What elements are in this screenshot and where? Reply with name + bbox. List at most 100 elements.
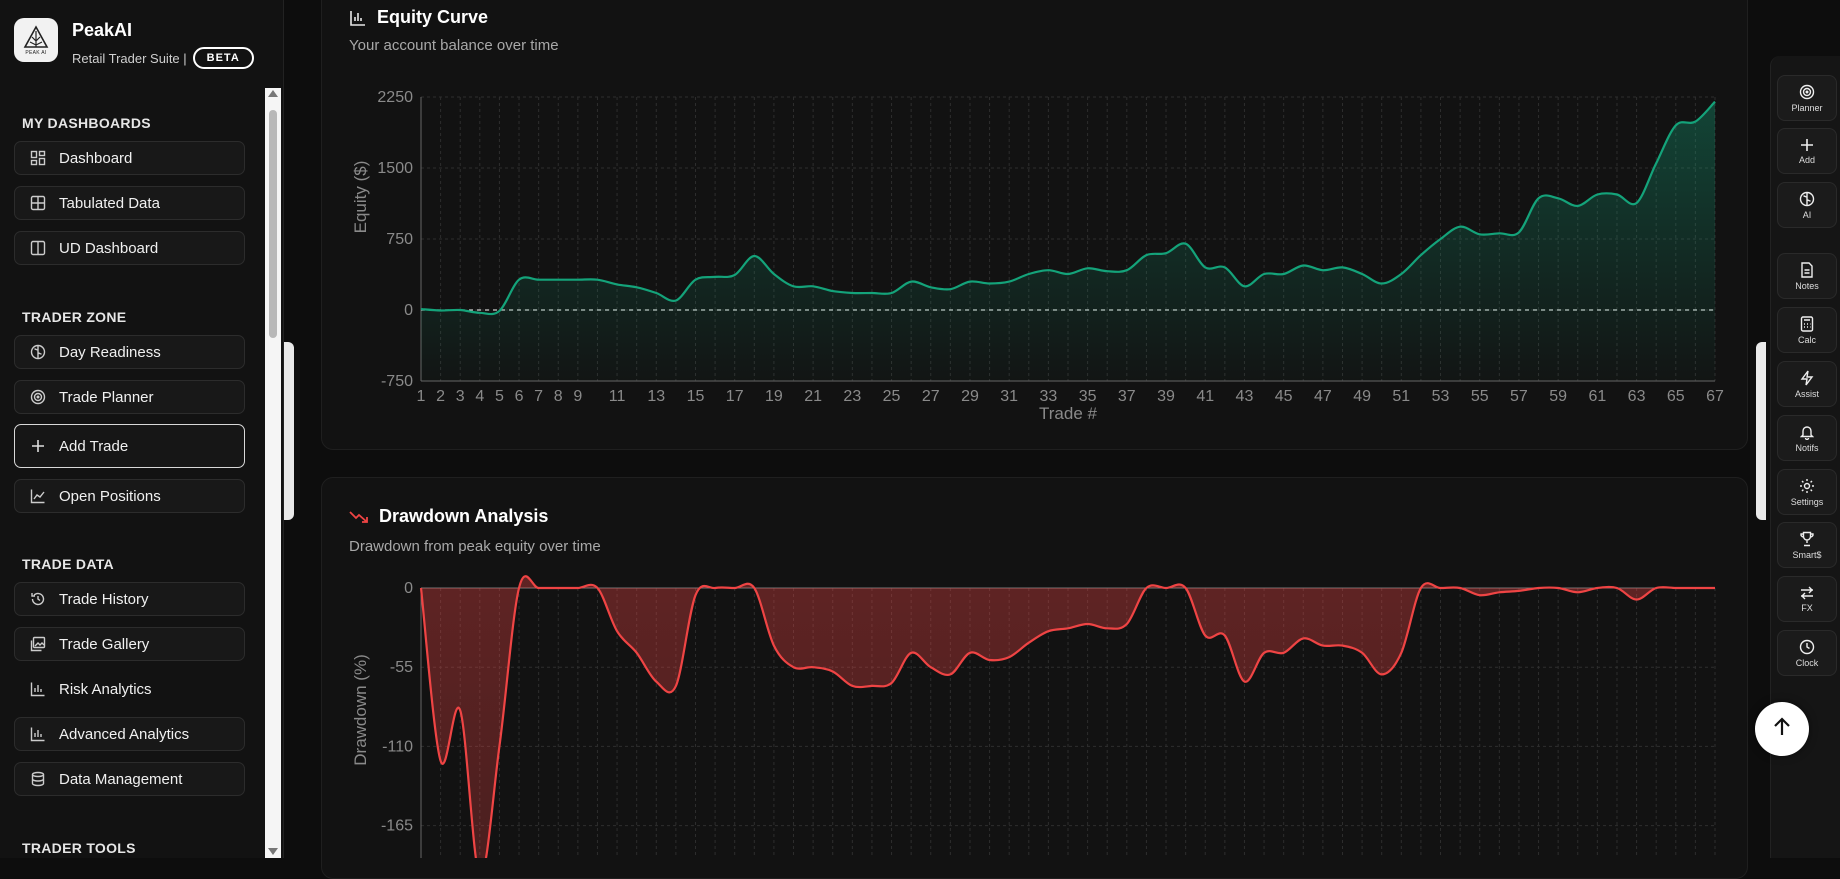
x-tick-label: 8 xyxy=(554,388,563,405)
x-tick-label: 61 xyxy=(1588,388,1606,405)
rail-notes-button[interactable]: Notes xyxy=(1777,253,1837,299)
x-tick-label: 11 xyxy=(609,388,626,405)
x-tick-label: 9 xyxy=(573,388,582,405)
gallery-icon xyxy=(29,635,47,653)
rail-smart-button[interactable]: Smart$ xyxy=(1777,522,1837,568)
logo-text: PEAK AI xyxy=(25,49,47,56)
x-tick-label: 15 xyxy=(687,388,705,405)
plus-icon xyxy=(29,437,47,455)
sidebar-item-label: Advanced Analytics xyxy=(59,725,190,743)
sidebar-item-add-trade[interactable]: Add Trade xyxy=(14,424,245,468)
x-tick-label: 17 xyxy=(726,388,744,405)
y-tick-label: 2250 xyxy=(377,89,413,106)
sidebar-item-trade-history[interactable]: Trade History xyxy=(14,582,245,616)
brand[interactable]: PEAK AI PeakAI Retail Trader Suite | BET… xyxy=(14,18,254,69)
x-tick-label: 19 xyxy=(765,388,783,405)
series-line xyxy=(420,100,1716,316)
rail-notifs-button[interactable]: Notifs xyxy=(1777,415,1837,461)
sidebar-item-dashboard[interactable]: Dashboard xyxy=(14,141,245,175)
x-tick-label: 2 xyxy=(436,388,445,405)
brand-subtitle: Retail Trader Suite | xyxy=(72,50,187,66)
brain-icon xyxy=(1799,191,1815,207)
target-icon xyxy=(1799,84,1815,100)
scroll-down-arrow-icon[interactable] xyxy=(268,848,278,855)
trophy-icon xyxy=(1799,531,1815,547)
sidebar-scroll-thumb[interactable] xyxy=(269,110,277,338)
y-tick-label: 1500 xyxy=(377,160,413,177)
sidebar-item-data-management[interactable]: Data Management xyxy=(14,762,245,796)
sidebar-item-label: UD Dashboard xyxy=(59,239,159,257)
left-resize-handle[interactable] xyxy=(284,342,294,520)
brand-name: PeakAI xyxy=(72,20,133,40)
drawdown-subtitle: Drawdown from peak equity over time xyxy=(349,538,601,555)
y-axis-label: Drawdown (%) xyxy=(351,654,370,765)
rail-calc-button[interactable]: Calc xyxy=(1777,307,1837,353)
rail-clock-button[interactable]: Clock xyxy=(1777,630,1837,676)
section-my-dashboards: MY DASHBOARDS xyxy=(22,115,151,131)
section-trade-data: TRADE DATA xyxy=(22,556,114,572)
bar-chart-icon xyxy=(349,9,367,27)
x-tick-label: 13 xyxy=(647,388,665,405)
sidebar-item-tabulated-data[interactable]: Tabulated Data xyxy=(14,186,245,220)
x-tick-label: 6 xyxy=(515,388,524,405)
rail-assist-button[interactable]: Assist xyxy=(1777,361,1837,407)
x-tick-label: 3 xyxy=(456,388,465,405)
x-tick-label: 37 xyxy=(1118,388,1136,405)
sidebar-item-label: Trade Gallery xyxy=(59,635,150,653)
x-axis-label: Trade # xyxy=(1039,404,1098,423)
lightning-icon xyxy=(1800,370,1814,386)
arrow-up-icon xyxy=(1771,716,1793,743)
x-tick-label: 59 xyxy=(1549,388,1567,405)
y-tick-label: 750 xyxy=(386,231,413,248)
target-icon xyxy=(29,388,47,406)
x-tick-label: 55 xyxy=(1471,388,1489,405)
x-tick-label: 53 xyxy=(1432,388,1450,405)
x-tick-label: 65 xyxy=(1667,388,1685,405)
sidebar-item-trade-planner[interactable]: Trade Planner xyxy=(14,380,245,414)
sidebar-item-day-readiness[interactable]: Day Readiness xyxy=(14,335,245,369)
sidebar-item-open-positions[interactable]: Open Positions xyxy=(14,479,245,513)
sidebar-item-advanced-analytics[interactable]: Advanced Analytics xyxy=(14,717,245,751)
x-tick-label: 45 xyxy=(1275,388,1293,405)
y-tick-label: -55 xyxy=(390,659,413,676)
rail-ai-button[interactable]: AI xyxy=(1777,182,1837,228)
rail-settings-button[interactable]: Settings xyxy=(1777,469,1837,515)
sidebar-item-label: Dashboard xyxy=(59,149,133,167)
x-tick-label: 47 xyxy=(1314,388,1332,405)
series-line xyxy=(419,575,1715,858)
x-tick-label: 23 xyxy=(843,388,861,405)
x-tick-label: 31 xyxy=(1000,388,1018,405)
history-icon xyxy=(29,590,47,608)
sidebar-item-ud-dashboard[interactable]: UD Dashboard xyxy=(14,231,245,265)
scroll-to-top-button[interactable] xyxy=(1755,702,1809,756)
sidebar-item-trade-gallery[interactable]: Trade Gallery xyxy=(14,627,245,661)
rail-planner-button[interactable]: Planner xyxy=(1777,75,1837,121)
swap-icon xyxy=(1799,586,1815,600)
plus-icon xyxy=(1800,138,1814,152)
x-tick-label: 35 xyxy=(1079,388,1097,405)
x-tick-label: 49 xyxy=(1353,388,1371,405)
brain-icon xyxy=(29,343,47,361)
x-tick-label: 67 xyxy=(1706,388,1724,405)
rail-add-button[interactable]: Add xyxy=(1777,128,1837,174)
x-tick-label: 4 xyxy=(475,388,484,405)
line-chart-icon xyxy=(29,487,47,505)
rail-fx-button[interactable]: FX xyxy=(1777,576,1837,622)
table-icon xyxy=(29,194,47,212)
sidebar-item-label: Tabulated Data xyxy=(59,194,160,212)
right-resize-handle[interactable] xyxy=(1756,342,1766,520)
beta-badge: BETA xyxy=(192,47,254,69)
drawdown-panel: Drawdown Analysis Drawdown from peak equ… xyxy=(321,477,1748,879)
sidebar-item-label: Add Trade xyxy=(59,437,129,455)
x-tick-label: 29 xyxy=(961,388,979,405)
x-tick-label: 7 xyxy=(534,388,543,405)
x-tick-label: 25 xyxy=(883,388,901,405)
sidebar-item-risk-analytics[interactable]: Risk Analytics xyxy=(14,672,245,706)
x-tick-label: 63 xyxy=(1628,388,1646,405)
scroll-up-arrow-icon[interactable] xyxy=(268,90,278,97)
x-tick-label: 41 xyxy=(1196,388,1214,405)
gear-icon xyxy=(1799,478,1815,494)
x-tick-label: 27 xyxy=(922,388,940,405)
section-trader-tools: TRADER TOOLS xyxy=(22,840,136,856)
